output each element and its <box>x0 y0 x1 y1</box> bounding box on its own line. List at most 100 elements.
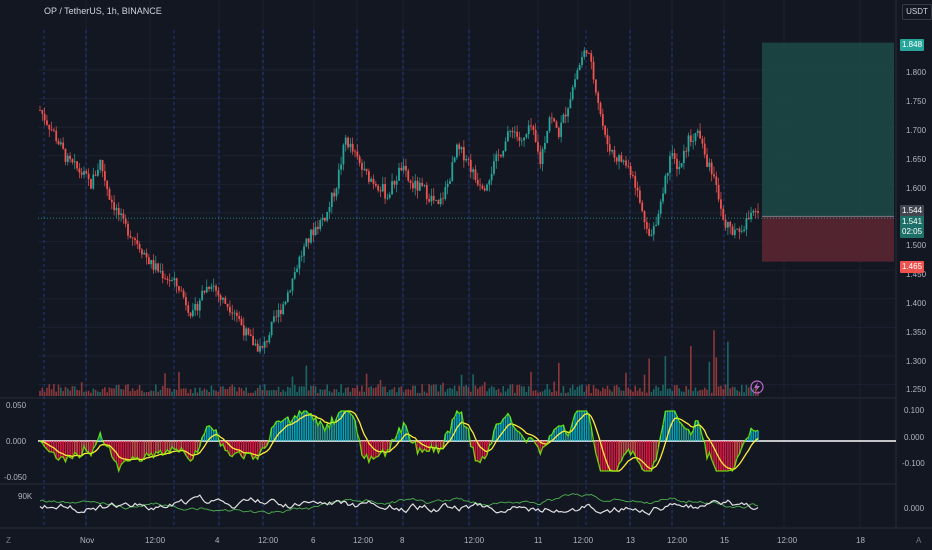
candle-body <box>312 229 315 235</box>
time-label: 12:00 <box>464 536 485 545</box>
candle-body <box>270 321 273 336</box>
timezone-toggle-left[interactable]: Z <box>6 536 11 545</box>
volume-bar <box>708 361 711 396</box>
volume-bar <box>465 385 467 396</box>
candle-body <box>699 130 701 139</box>
histogram-bar <box>514 428 516 441</box>
volume-bar <box>479 386 481 396</box>
volume-bar <box>205 389 208 396</box>
candle-body <box>101 159 104 172</box>
volume-bar <box>720 385 722 396</box>
histogram-bar <box>291 419 294 441</box>
candle-body <box>201 290 204 301</box>
currency-button[interactable]: USDT <box>902 4 932 20</box>
histogram-bar <box>328 428 331 441</box>
candle-body <box>354 151 356 153</box>
histogram-bar <box>307 414 310 441</box>
candle-body <box>685 150 688 152</box>
candle-body <box>409 180 412 184</box>
last-price-badge: 1.541 <box>900 216 925 228</box>
histogram-bar <box>685 428 687 441</box>
candle-body <box>289 290 292 293</box>
histogram-bar <box>734 441 736 467</box>
auto-scale-toggle[interactable]: A <box>916 536 922 545</box>
volume-bar <box>636 390 639 396</box>
volume-bar <box>192 392 194 396</box>
candle-body <box>694 133 697 142</box>
volume-bar <box>734 387 736 396</box>
histogram-bar <box>275 421 278 441</box>
volume-bar <box>270 390 273 396</box>
volume-bar <box>590 392 593 396</box>
volume-bar <box>412 385 414 396</box>
candle-body <box>738 228 741 232</box>
candle-body <box>706 154 708 167</box>
volume-bar <box>361 385 363 396</box>
candle-body <box>597 92 600 103</box>
candle-body <box>553 118 556 122</box>
candle-body <box>286 292 289 303</box>
histogram-bar <box>256 441 259 460</box>
histogram-bar <box>284 418 287 441</box>
histogram-bar <box>435 441 437 447</box>
histogram-bar <box>182 441 185 452</box>
volume-bar <box>372 388 375 396</box>
volume-bar <box>669 388 671 396</box>
volume-bar <box>87 390 90 396</box>
volume-bar <box>444 391 447 396</box>
volume-bar <box>743 392 745 396</box>
candle-body <box>203 290 206 293</box>
histogram-bar <box>509 417 511 441</box>
histogram-bar <box>203 433 206 441</box>
histogram-bar <box>215 429 217 441</box>
candle-body <box>588 53 590 55</box>
candle-body <box>518 136 521 141</box>
histogram-bar <box>641 441 643 470</box>
histogram-bar <box>402 422 405 441</box>
candle-body <box>340 164 342 170</box>
histogram-bar <box>530 437 532 441</box>
histogram-bar <box>664 411 667 441</box>
candle-body <box>138 244 141 250</box>
histogram-bar <box>416 441 419 454</box>
volume-bar <box>196 392 199 396</box>
candle-body <box>94 174 97 176</box>
volume-bar <box>134 390 136 396</box>
volume-bar <box>652 389 655 396</box>
histogram-bar <box>361 441 363 456</box>
histogram-bar <box>618 441 620 464</box>
candle-body <box>259 345 261 352</box>
candle-body <box>154 263 157 270</box>
osc2-left-tick: 90K <box>18 492 33 501</box>
candle-body <box>157 263 160 272</box>
histogram-bar <box>134 441 136 460</box>
histogram-bar <box>157 441 159 454</box>
time-label: 12:00 <box>573 536 594 545</box>
volume-bar <box>722 389 725 396</box>
histogram-bar <box>539 441 542 455</box>
histogram-bar <box>333 423 335 441</box>
candle-body <box>282 304 285 315</box>
histogram-bar <box>576 411 579 441</box>
histogram-bar <box>680 423 683 441</box>
histogram-bar <box>370 441 373 457</box>
volume-bar <box>597 389 599 396</box>
lightning-icon <box>750 380 764 394</box>
volume-bar <box>57 384 60 396</box>
volume-bar <box>421 384 423 396</box>
candle-body <box>398 167 400 181</box>
volume-bar <box>671 391 674 396</box>
symbol-title[interactable]: OP / TetherUS, 1h, BINANCE <box>44 6 162 16</box>
histogram-bar <box>437 441 440 453</box>
candle-body <box>432 195 435 201</box>
histogram-bar <box>199 441 201 447</box>
volume-bar <box>159 389 162 396</box>
volume-bar <box>620 390 623 396</box>
candle-body <box>428 199 431 202</box>
histogram-bar <box>497 423 500 441</box>
histogram-bar <box>324 431 326 441</box>
candle-body <box>279 309 282 315</box>
candle-body <box>439 198 442 205</box>
